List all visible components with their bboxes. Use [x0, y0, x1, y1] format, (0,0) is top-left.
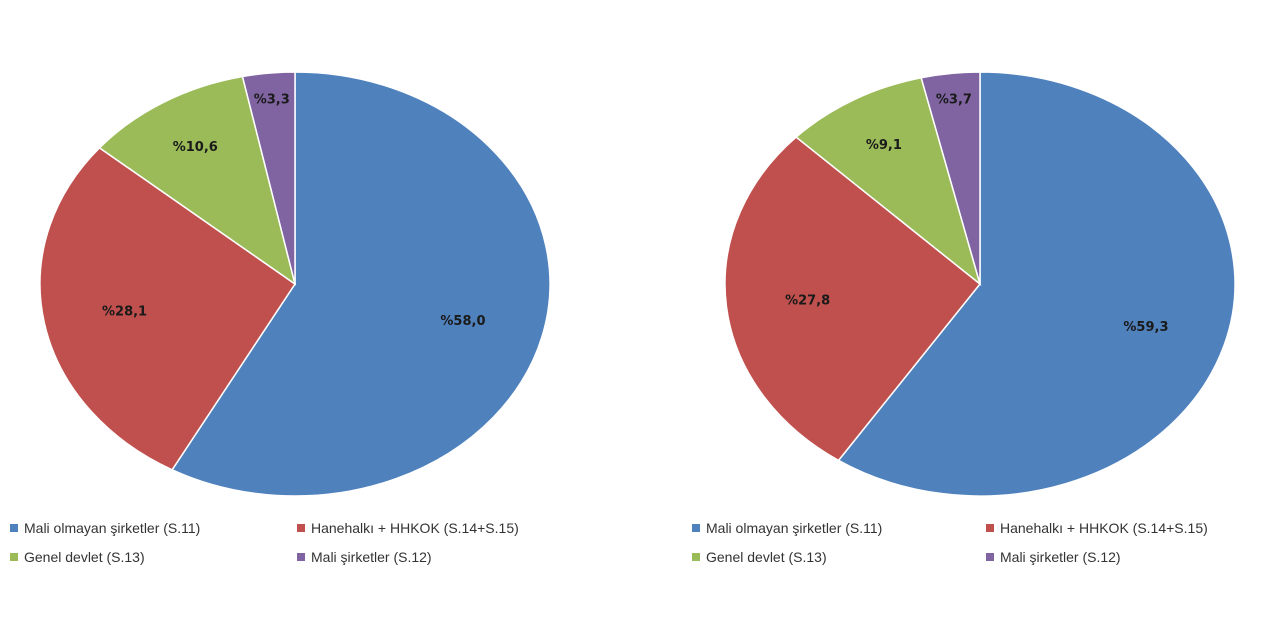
legend-item-s11: Mali olmayan şirketler (S.11) [692, 520, 882, 536]
data-label: %58,0 [440, 314, 485, 329]
legend-label: Mali şirketler (S.12) [1000, 549, 1121, 565]
data-label: %27,8 [785, 294, 830, 309]
legend-item-s13: Genel devlet (S.13) [10, 549, 145, 565]
legend-right: Mali olmayan şirketler (S.11) Hanehalkı … [640, 0, 1280, 631]
legend-swatch [692, 524, 700, 532]
legend-item-s14-s15: Hanehalkı + HHKOK (S.14+S.15) [986, 520, 1208, 536]
legend-label: Mali şirketler (S.12) [311, 549, 432, 565]
legend-item-s13: Genel devlet (S.13) [692, 549, 827, 565]
legend-item-s12: Mali şirketler (S.12) [297, 549, 432, 565]
pie-svg-left: %58,0 %28,1 %10,6 %3,3 [39, 71, 551, 497]
slice-mali-sirketler [241, 71, 296, 285]
slice-genel-devlet [795, 76, 982, 287]
legend-swatch [10, 553, 18, 561]
data-label: %10,6 [173, 140, 218, 155]
legend-left: Mali olmayan şirketler (S.11) Hanehalkı … [10, 520, 519, 565]
legend-swatch [297, 553, 305, 561]
slice-genel-devlet [98, 75, 297, 286]
legend-item-s11: Mali olmayan şirketler (S.11) [10, 520, 200, 536]
pie-chart-right: %59,3 %27,8 %9,1 %3,7 Mali olmayan şirketle… [640, 0, 1280, 631]
legend-label: Genel devlet (S.13) [706, 549, 827, 565]
legend-swatch [986, 553, 994, 561]
legend-item-s14-s15: Hanehalkı + HHKOK (S.14+S.15) [297, 520, 519, 536]
data-label: %3,3 [254, 92, 290, 107]
data-label: %59,3 [1123, 320, 1168, 335]
pie-svg-right: %59,3 %27,8 %9,1 %3,7 [724, 71, 1236, 497]
slice-mali-olmayan-sirketler [837, 71, 1236, 497]
slice-mali-olmayan-sirketler [171, 71, 551, 497]
legend-swatch [986, 524, 994, 532]
legend-swatch [10, 524, 18, 532]
data-label: %28,1 [102, 305, 147, 320]
legend-swatch [692, 553, 700, 561]
legend-label: Mali olmayan şirketler (S.11) [706, 520, 883, 536]
legend-label: Hanehalkı + HHKOK (S.14+S.15) [1000, 520, 1208, 536]
slice-hanehalki-hhkok [39, 146, 297, 471]
pie-chart-left: %58,0 %28,1 %10,6 %3,3 Mali olmayan şirketl… [10, 71, 551, 565]
legend-label: Mali olmayan şirketler (S.11) [24, 520, 201, 536]
data-label: %3,7 [936, 93, 972, 108]
slice-hanehalki-hhkok [724, 136, 982, 462]
legend-label: Genel devlet (S.13) [24, 549, 145, 565]
legend-label: Hanehalkı + HHKOK (S.14+S.15) [311, 520, 519, 536]
slice-mali-sirketler [920, 71, 981, 285]
legend-swatch [297, 524, 305, 532]
data-label: %9,1 [866, 138, 902, 153]
legend-item-s12: Mali şirketler (S.12) [986, 549, 1121, 565]
